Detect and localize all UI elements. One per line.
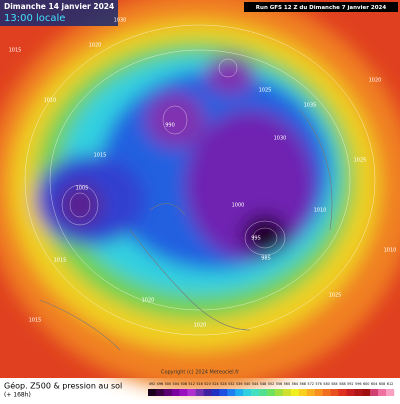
colorbar-swatch: [259, 389, 268, 396]
colorbar-label: 516: [196, 382, 202, 386]
pressure-label: 1025: [259, 88, 272, 94]
colorbar-label: 500: [165, 382, 171, 386]
colorbar-label: 580: [323, 382, 329, 386]
pressure-label: 1030: [114, 18, 127, 24]
colorbar-swatch: [362, 389, 371, 396]
colorbar-label: 508: [180, 382, 186, 386]
colorbar-swatch: [386, 389, 395, 396]
colorbar-swatch: [163, 389, 173, 396]
colorbar: 492 496 500 504 508 512 516 520 524 528 532 536 540 5…: [148, 382, 395, 396]
colorbar-swatch: [195, 389, 204, 396]
colorbar-label: 572: [307, 382, 313, 386]
colorbar-swatch: [354, 389, 363, 396]
colorbar-swatch: [306, 389, 315, 396]
pressure-label: 1020: [194, 323, 207, 329]
colorbar-label: 528: [220, 382, 226, 386]
copyright: Copyright (c) 2024 Meteociel.fr: [161, 370, 240, 376]
pressure-label: 985: [261, 256, 271, 262]
colorbar-swatch: [219, 389, 228, 396]
valid-date: Dimanche 14 janvier 2024: [4, 2, 114, 11]
colorbar-swatch: [203, 389, 212, 396]
pressure-label: 1005: [76, 186, 89, 192]
colorbar-swatch: [155, 389, 165, 396]
colorbar-label: 520: [204, 382, 210, 386]
colorbar-label: 536: [236, 382, 242, 386]
pressure-label: 1010: [314, 208, 327, 214]
colorbar-swatch: [330, 389, 339, 396]
colorbar-swatch: [171, 389, 180, 396]
colorbar-label: 556: [276, 382, 282, 386]
colorbar-swatch: [290, 389, 299, 396]
colorbar-swatch: [274, 389, 284, 396]
colorbar-label: 588: [339, 382, 345, 386]
colorbar-swatch: [235, 389, 244, 396]
pressure-label: 1000: [232, 203, 245, 209]
colorbar-swatch: [251, 389, 260, 396]
colorbar-label: 524: [212, 382, 218, 386]
colorbar-label: 532: [228, 382, 234, 386]
colorbar-swatch: [370, 389, 379, 396]
lead-time: (+ 168h): [4, 392, 31, 399]
colorbar-label: 496: [157, 382, 163, 386]
pressure-label: 1010: [44, 98, 57, 104]
colorbar-swatch: [267, 389, 276, 396]
pressure-label: 1025: [329, 293, 342, 299]
pressure-label: 1015: [54, 258, 67, 264]
run-info: Run GFS 12 Z du Dimanche 7 janvier 2024: [256, 5, 387, 11]
pressure-label: 995: [251, 236, 261, 242]
colorbar-label: 544: [252, 382, 258, 386]
colorbar-swatch: [282, 389, 292, 396]
colorbar-label: 560: [284, 382, 290, 386]
field-name: Géop. Z500 & pression au sol: [4, 381, 122, 391]
colorbar-swatch: [298, 389, 307, 396]
colorbar-label: 552: [268, 382, 274, 386]
local-time: 13:00 locale: [4, 13, 65, 24]
colorbar-swatch: [243, 389, 252, 396]
pressure-label: 990: [165, 123, 175, 129]
pressure-label: 1015: [29, 318, 42, 324]
pressure-label: 1015: [94, 153, 107, 159]
colorbar-label: 504: [173, 382, 179, 386]
colorbar-label: 540: [244, 382, 250, 386]
colorbar-label: 584: [331, 382, 337, 386]
pressure-label: 1025: [354, 158, 367, 164]
colorbar-label: 592: [347, 382, 353, 386]
pressure-label: 1030: [274, 136, 287, 142]
pressure-label: 1020: [89, 43, 102, 49]
pressure-label: 1010: [384, 248, 397, 254]
colorbar-label: 600: [363, 382, 369, 386]
colorbar-swatch: [179, 389, 188, 396]
colorbar-label: 492: [149, 382, 155, 386]
colorbar-swatch: [378, 389, 387, 396]
colorbar-label: 604: [371, 382, 377, 386]
pressure-label: 1035: [304, 103, 317, 109]
colorbar-label: 596: [355, 382, 361, 386]
colorbar-swatch: [148, 389, 157, 396]
colorbar-label: 608: [379, 382, 385, 386]
colorbar-label: 612: [387, 382, 393, 386]
pressure-label: 1015: [9, 48, 22, 54]
colorbar-swatch: [338, 389, 347, 396]
run-box: [244, 2, 398, 12]
colorbar-swatch: [227, 389, 236, 396]
colorbar-swatch: [346, 389, 355, 396]
colorbar-swatch: [314, 389, 323, 396]
colorbar-swatch: [187, 389, 196, 396]
colorbar-label: 512: [188, 382, 194, 386]
pressure-labels: 1015 1020 1010 1025 1005 995 1000 1030 1035 1020 1…: [9, 18, 397, 329]
colorbar-label: 568: [299, 382, 305, 386]
title-box: [0, 0, 118, 26]
colorbar-swatch: [322, 389, 331, 396]
pressure-label: 1020: [142, 298, 155, 304]
colorbar-label: 548: [260, 382, 266, 386]
pressure-label: 1020: [369, 78, 382, 84]
map: [0, 0, 400, 390]
colorbar-label: 564: [292, 382, 298, 386]
colorbar-label: 576: [315, 382, 321, 386]
colorbar-swatch: [211, 389, 220, 396]
